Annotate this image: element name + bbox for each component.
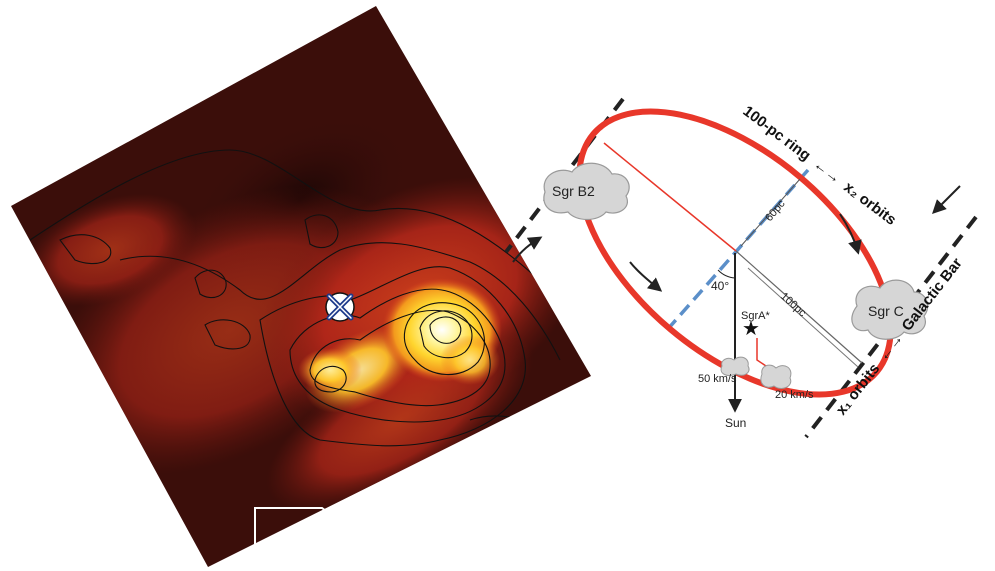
dist-60-arrow (740, 178, 801, 247)
emission-map (11, 6, 591, 567)
cross-marker (325, 292, 355, 322)
angle-label: 40° (711, 279, 729, 293)
star-icon: ★ (742, 318, 760, 340)
ring-arrow: ←→ (810, 156, 844, 188)
major-axis (603, 142, 737, 252)
vel-20-label: 20 km/s (775, 389, 814, 401)
bar-label: x₁ orbits ←→ Galactic Bar (833, 255, 966, 419)
ring-orbits: x₂ orbits (841, 179, 900, 229)
cloud-sgr-b2-label: Sgr B2 (552, 183, 595, 199)
ring-arrow-right (839, 213, 862, 255)
bar-arrow-left (512, 236, 543, 263)
bar-arrow-right (932, 185, 961, 214)
ring-name: 100-pc ring (740, 103, 814, 165)
cloud-sgr-c-label: Sgr C (868, 303, 904, 319)
ring-ellipse (576, 108, 894, 398)
cloud-sgr-b2: Sgr B2 (543, 162, 630, 221)
sun-label: Sun (725, 416, 746, 430)
ring-arrow-left (629, 261, 663, 292)
sgra-connector (756, 338, 767, 367)
dist-60-label: 60pc (763, 198, 788, 224)
inset-bracket (254, 507, 339, 560)
dist-100-label: 100pc (778, 290, 809, 319)
cloud-sgr-c: Sgr C (851, 279, 929, 340)
sgra-label: SgrA* (741, 310, 770, 322)
major-axis-grey (735, 250, 863, 364)
dist-100-arrow (747, 267, 859, 368)
angle-arc (717, 269, 736, 279)
minor-axis (665, 168, 810, 332)
cloud-20 (760, 364, 792, 389)
ring-label: 100-pc ring ←→ x₂ orbits (740, 103, 900, 229)
vel-50-label: 50 km/s (698, 373, 737, 385)
schematic-diagram: 60pc 100pc Sun 40° ★ SgrA* Sgr B2 Sgr C (504, 97, 978, 439)
cloud-50 (720, 356, 750, 377)
